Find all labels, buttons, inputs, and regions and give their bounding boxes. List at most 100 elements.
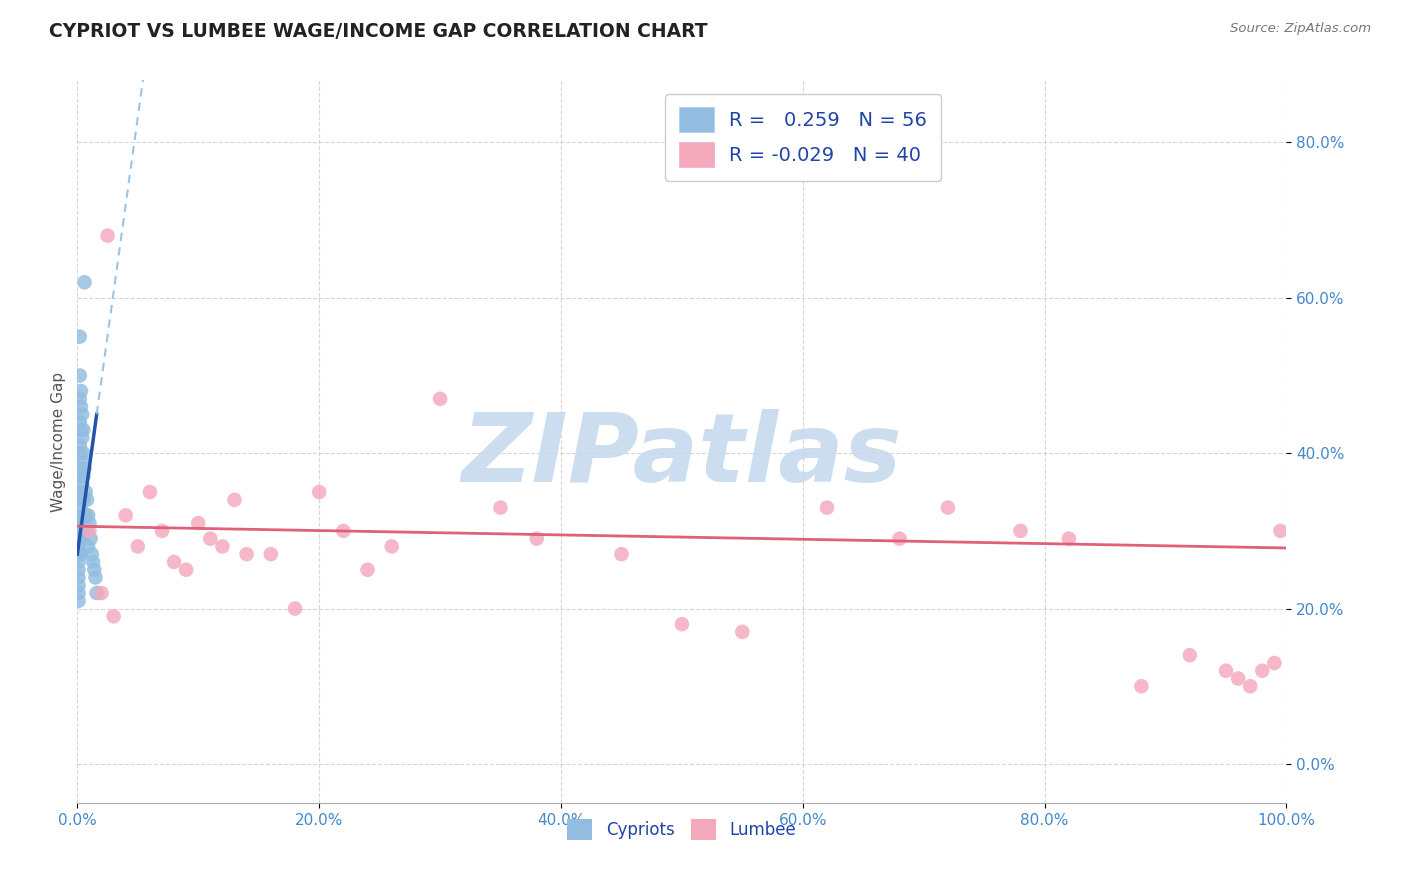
Point [200,532,222,546]
Point [174,563,197,577]
Point [75,508,97,523]
Point [70,446,93,460]
Point [77,508,100,523]
Point [163,555,186,569]
Point [67,570,90,584]
Text: ZIPatlas: ZIPatlas [461,409,903,502]
Point [235,547,257,561]
Point [1057,532,1080,546]
Point [1251,664,1274,678]
Point [72,469,94,483]
Point [224,492,246,507]
Point [69,438,91,452]
Point [67,578,90,592]
Point [429,392,451,406]
Point [332,524,354,538]
Point [69,329,91,343]
Y-axis label: Wage/Income Gap: Wage/Income Gap [51,371,66,512]
Point [139,485,162,500]
Point [526,532,548,546]
Point [83,563,105,577]
Point [1263,656,1285,670]
Point [82,555,104,569]
Point [70,516,93,530]
Point [79,524,101,538]
Point [72,446,94,460]
Point [72,492,94,507]
Point [889,532,911,546]
Point [70,500,93,515]
Point [67,547,90,561]
Point [72,423,94,437]
Point [67,540,90,554]
Point [127,540,149,554]
Point [815,500,838,515]
Point [70,454,93,468]
Point [67,563,90,577]
Point [69,392,91,406]
Point [150,524,173,538]
Legend: Cypriots, Lumbee: Cypriots, Lumbee [561,813,803,847]
Point [1227,672,1250,686]
Point [70,408,93,422]
Point [381,540,404,554]
Point [103,609,125,624]
Point [75,485,97,500]
Point [96,228,118,243]
Text: Source: ZipAtlas.com: Source: ZipAtlas.com [1230,22,1371,36]
Point [69,461,91,475]
Point [187,516,209,530]
Point [308,485,330,500]
Point [80,547,103,561]
Point [79,516,101,530]
Point [284,601,307,615]
Point [79,532,101,546]
Point [73,461,96,475]
Point [1130,679,1153,693]
Point [67,594,90,608]
Point [260,547,283,561]
Point [69,508,91,523]
Point [70,477,93,491]
Text: CYPRIOT VS LUMBEE WAGE/INCOME GAP CORRELATION CHART: CYPRIOT VS LUMBEE WAGE/INCOME GAP CORREL… [49,22,707,41]
Point [489,500,512,515]
Point [67,586,90,600]
Point [70,492,93,507]
Point [936,500,959,515]
Point [70,469,93,483]
Point [114,508,136,523]
Point [1239,679,1261,693]
Point [70,532,93,546]
Point [70,431,93,445]
Point [1178,648,1201,663]
Point [70,384,93,398]
Point [84,570,107,584]
Point [1215,664,1237,678]
Point [70,485,93,500]
Point [610,547,633,561]
Point [70,400,93,414]
Point [1010,524,1032,538]
Point [69,485,91,500]
Point [671,617,693,632]
Point [76,524,98,538]
Point [90,586,112,600]
Point [69,524,91,538]
Point [1270,524,1292,538]
Point [76,492,98,507]
Point [69,415,91,429]
Point [86,586,108,600]
Point [67,555,90,569]
Point [77,540,100,554]
Point [70,547,93,561]
Point [69,547,91,561]
Point [70,516,93,530]
Point [69,368,91,383]
Point [731,624,754,639]
Point [70,423,93,437]
Point [211,540,233,554]
Point [356,563,378,577]
Point [70,532,93,546]
Point [73,516,96,530]
Point [69,532,91,546]
